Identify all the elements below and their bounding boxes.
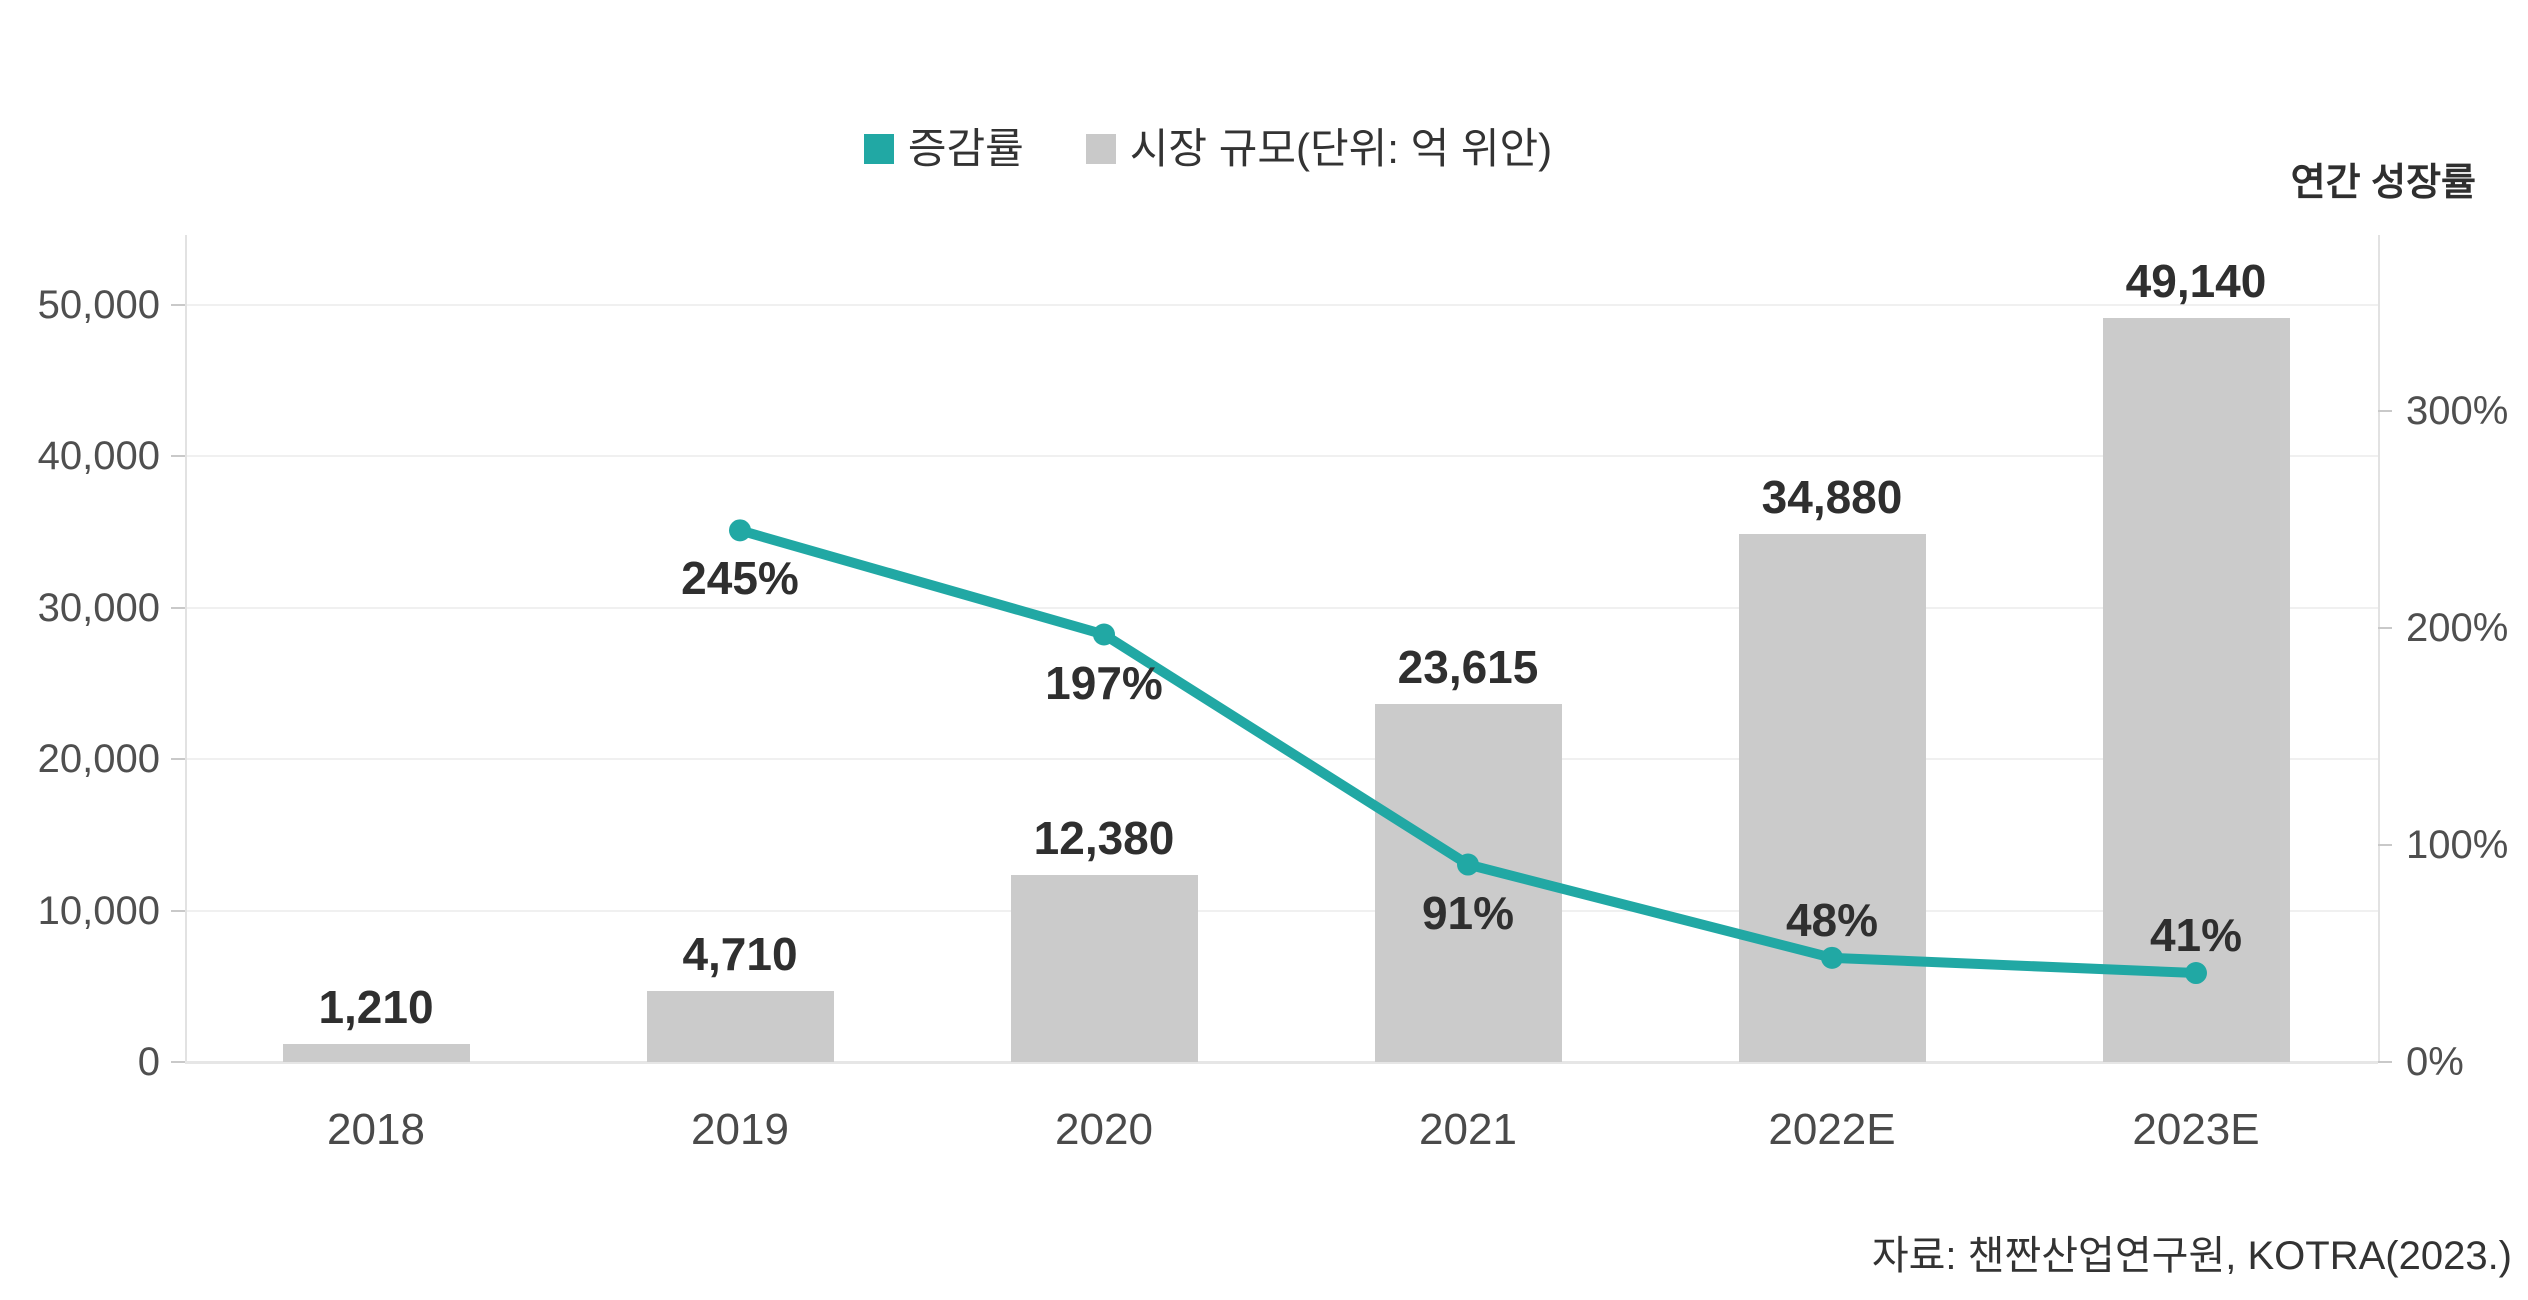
- growth-rate-label: 48%: [1785, 893, 1879, 946]
- x-axis-label-2020: 2020: [1055, 1105, 1153, 1154]
- bar-2020: [1010, 874, 1198, 1062]
- right-axis-title: 연간 성장률: [2290, 162, 2476, 204]
- bar-value-label: 49,140: [2125, 255, 2267, 308]
- bar-value-label: 12,380: [1033, 811, 1175, 864]
- legend-label-market-size: 시장 규모(단위: 억 위안): [1129, 125, 1553, 172]
- x-axis-line: [185, 1061, 2378, 1064]
- left-axis-tick-label: 0: [137, 1040, 160, 1084]
- bar-2022E: [1738, 533, 1926, 1062]
- bar-2023E: [2102, 318, 2290, 1062]
- right-axis-tick: [2378, 410, 2392, 412]
- left-axis-tick-label: 50,000: [37, 283, 160, 327]
- left-axis-tick: [171, 758, 185, 761]
- gridline: [185, 606, 2378, 609]
- growth-rate-point: [1821, 946, 1843, 969]
- legend-swatch-line-series: [863, 134, 894, 164]
- bar-value-label: 23,615: [1397, 641, 1539, 694]
- left-axis-tick: [171, 1061, 185, 1063]
- bar-2019: [646, 990, 834, 1062]
- left-axis-tick-label: 10,000: [37, 888, 160, 933]
- gridline: [185, 455, 2378, 458]
- legend-label-growth-rate: 증감률: [907, 125, 1024, 172]
- growth-rate-point: [1093, 623, 1115, 646]
- x-axis-label-2021: 2021: [1419, 1105, 1517, 1154]
- growth-rate-label: 245%: [681, 552, 799, 605]
- growth-rate-point: [729, 519, 751, 542]
- left-axis-tick-label: 20,000: [37, 737, 160, 782]
- right-axis-tick: [2378, 844, 2392, 846]
- bar-value-label: 1,210: [318, 980, 434, 1033]
- bar-value-label: 34,880: [1761, 470, 1903, 523]
- right-axis-line: [2378, 235, 2380, 1062]
- right-axis-tick-label: 300%: [2406, 389, 2509, 433]
- source-caption: 자료: 챈짠산업연구원, KOTRA(2023.): [1871, 1234, 2512, 1278]
- legend-swatch-bar-series: [1085, 134, 1116, 164]
- gridline: [185, 758, 2378, 761]
- left-axis-tick: [171, 909, 185, 912]
- legend-item-market-size: 시장 규모(단위: 억 위안): [1085, 125, 1553, 172]
- growth-rate-label: 197%: [1045, 656, 1163, 709]
- gridline: [185, 909, 2378, 912]
- right-axis-tick: [2378, 627, 2392, 629]
- right-axis-tick-label: 100%: [2406, 823, 2509, 867]
- bar-value-label: 4,710: [682, 927, 798, 980]
- growth-rate-point: [1457, 853, 1479, 876]
- left-axis-line: [185, 235, 187, 1062]
- right-axis-tick: [2378, 1061, 2392, 1063]
- x-axis-label-2019: 2019: [691, 1105, 789, 1154]
- growth-rate-point: [2185, 962, 2207, 985]
- left-axis-tick: [171, 304, 185, 306]
- gridline: [185, 304, 2378, 306]
- legend-item-growth-rate: 증감률: [863, 125, 1024, 172]
- growth-rate-label: 91%: [1421, 886, 1515, 939]
- x-axis-label-2023E: 2023E: [2132, 1105, 2260, 1154]
- growth-rate-label: 41%: [2149, 909, 2243, 962]
- legend: 증감률 시장 규모(단위: 억 위안): [0, 128, 2472, 170]
- left-axis-tick: [171, 606, 185, 609]
- left-axis-tick-label: 40,000: [37, 434, 160, 479]
- right-axis-tick-label: 0%: [2406, 1040, 2464, 1084]
- x-axis-label-2018: 2018: [327, 1105, 425, 1154]
- right-axis-tick-label: 200%: [2406, 606, 2509, 650]
- left-axis-tick-label: 30,000: [37, 585, 160, 630]
- bar-2018: [282, 1043, 470, 1062]
- left-axis-tick: [171, 455, 185, 458]
- x-axis-label-2022E: 2022E: [1768, 1105, 1896, 1154]
